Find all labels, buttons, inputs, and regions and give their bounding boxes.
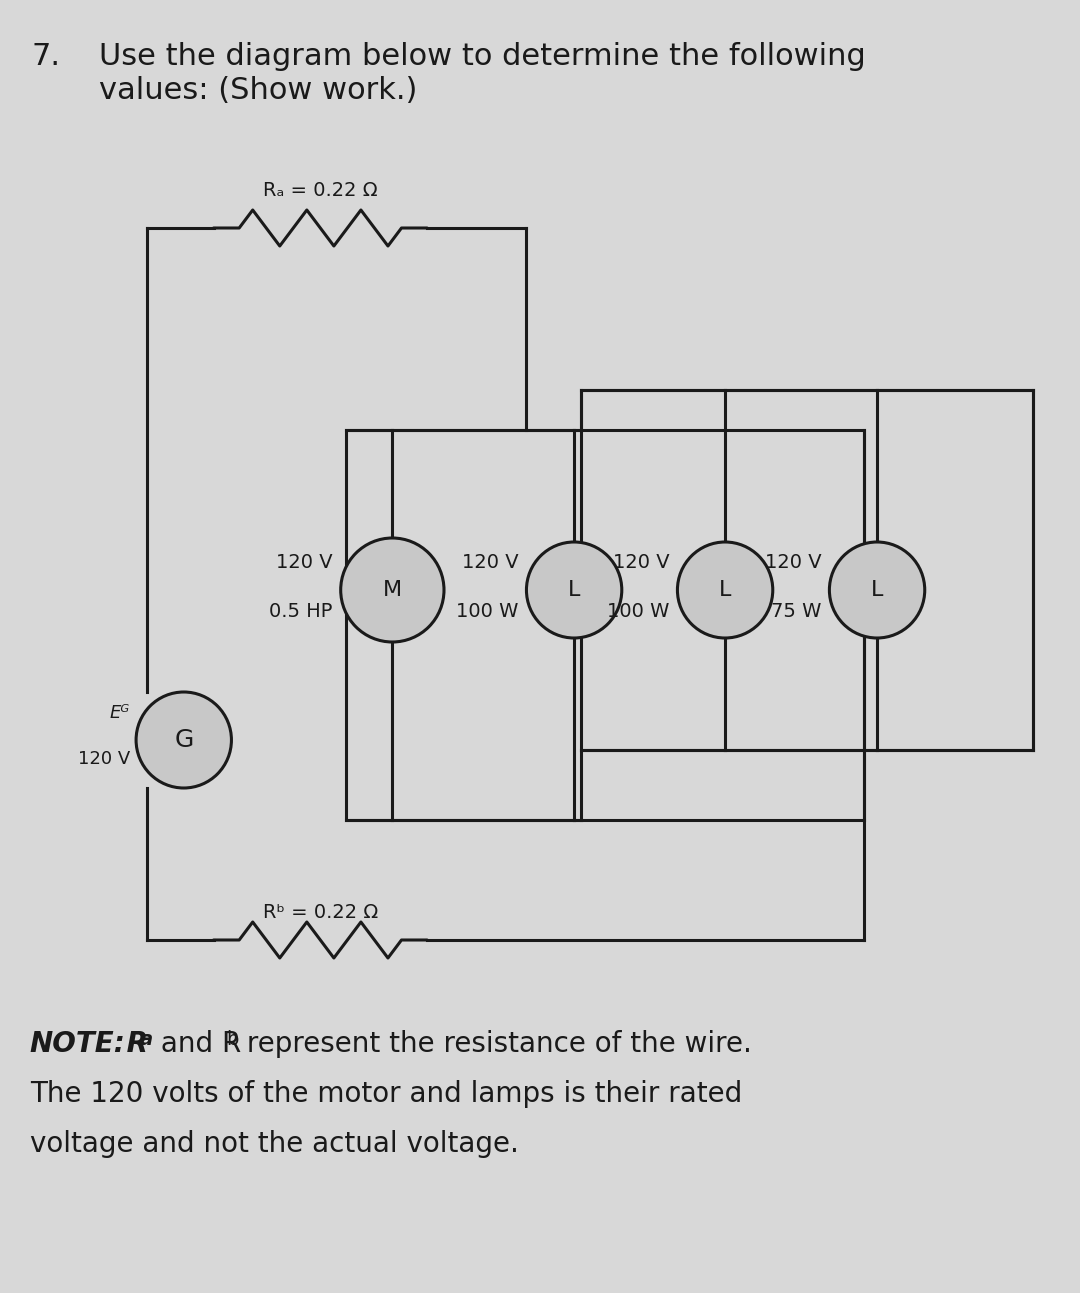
Text: L: L — [870, 581, 883, 600]
Text: a: a — [140, 1031, 153, 1049]
Text: L: L — [568, 581, 580, 600]
Text: 100 W: 100 W — [456, 603, 518, 621]
Text: Use the diagram below to determine the following
values: (Show work.): Use the diagram below to determine the f… — [99, 41, 866, 105]
Text: 120 V: 120 V — [462, 553, 518, 572]
Text: 120 V: 120 V — [78, 750, 130, 768]
Text: b: b — [227, 1031, 239, 1049]
Text: M: M — [382, 581, 402, 600]
Text: The 120 volts of the motor and lamps is their rated: The 120 volts of the motor and lamps is … — [30, 1080, 742, 1108]
Text: Eᴳ: Eᴳ — [110, 703, 130, 721]
Text: 7.: 7. — [31, 41, 60, 71]
Text: 75 W: 75 W — [771, 603, 822, 621]
Circle shape — [136, 692, 231, 787]
Text: voltage and not the actual voltage.: voltage and not the actual voltage. — [30, 1130, 518, 1159]
Circle shape — [677, 542, 773, 637]
Text: Rᵇ = 0.22 Ω: Rᵇ = 0.22 Ω — [262, 903, 378, 922]
Text: Rₐ = 0.22 Ω: Rₐ = 0.22 Ω — [264, 181, 378, 200]
Text: 120 V: 120 V — [765, 553, 822, 572]
Circle shape — [340, 538, 444, 643]
Text: 120 V: 120 V — [276, 553, 333, 572]
Text: NOTE:: NOTE: — [30, 1031, 125, 1058]
Text: 100 W: 100 W — [607, 603, 670, 621]
Text: 0.5 HP: 0.5 HP — [269, 603, 333, 621]
Circle shape — [526, 542, 622, 637]
Text: and R: and R — [152, 1031, 241, 1058]
Text: 120 V: 120 V — [612, 553, 670, 572]
Text: L: L — [719, 581, 731, 600]
Text: R: R — [118, 1031, 148, 1058]
Circle shape — [829, 542, 924, 637]
Text: G: G — [174, 728, 193, 753]
Text: represent the resistance of the wire.: represent the resistance of the wire. — [239, 1031, 753, 1058]
